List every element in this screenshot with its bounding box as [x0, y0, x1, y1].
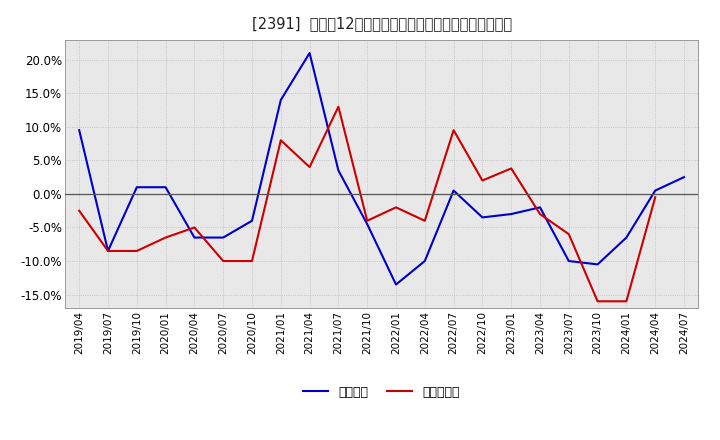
- 経常利益: [420, 258, 429, 264]
- 当期純利益: [219, 258, 228, 264]
- 経常利益: [564, 258, 573, 264]
- 経常利益: [190, 235, 199, 240]
- 当期純利益: [478, 178, 487, 183]
- 経常利益: [305, 50, 314, 55]
- 当期純利益: [132, 248, 141, 253]
- 経常利益: [449, 188, 458, 193]
- 経常利益: [363, 221, 372, 227]
- 当期純利益: [248, 258, 256, 264]
- Line: 当期純利益: 当期純利益: [79, 106, 655, 301]
- 当期純利益: [334, 104, 343, 109]
- 経常利益: [219, 235, 228, 240]
- 経常利益: [334, 168, 343, 173]
- 当期純利益: [593, 299, 602, 304]
- 経常利益: [75, 128, 84, 133]
- 経常利益: [161, 184, 170, 190]
- 当期純利益: [420, 218, 429, 224]
- 当期純利益: [104, 248, 112, 253]
- 当期純利益: [392, 205, 400, 210]
- 当期純利益: [622, 299, 631, 304]
- 当期純利益: [363, 218, 372, 224]
- 経常利益: [680, 175, 688, 180]
- 当期純利益: [449, 128, 458, 133]
- 経常利益: [622, 235, 631, 240]
- Title: [2391]  利益だ12か月移動合計の対前年同期増減率の推移: [2391] 利益だ12か月移動合計の対前年同期増減率の推移: [251, 16, 512, 32]
- 当期純利益: [161, 235, 170, 240]
- 経常利益: [478, 215, 487, 220]
- 当期純利益: [190, 225, 199, 230]
- 経常利益: [392, 282, 400, 287]
- 経常利益: [651, 188, 660, 193]
- 当期純利益: [75, 208, 84, 213]
- Line: 経常利益: 経常利益: [79, 53, 684, 285]
- 当期純利益: [651, 194, 660, 200]
- Legend: 経常利益, 当期純利益: 経常利益, 当期純利益: [299, 381, 464, 404]
- 経常利益: [593, 262, 602, 267]
- 当期純利益: [507, 166, 516, 171]
- 経常利益: [132, 184, 141, 190]
- 当期純利益: [536, 211, 544, 216]
- 経常利益: [276, 97, 285, 103]
- 経常利益: [248, 218, 256, 224]
- 当期純利益: [276, 138, 285, 143]
- 経常利益: [536, 205, 544, 210]
- 当期純利益: [564, 231, 573, 237]
- 当期純利益: [305, 165, 314, 170]
- 経常利益: [104, 248, 112, 253]
- 経常利益: [507, 211, 516, 216]
